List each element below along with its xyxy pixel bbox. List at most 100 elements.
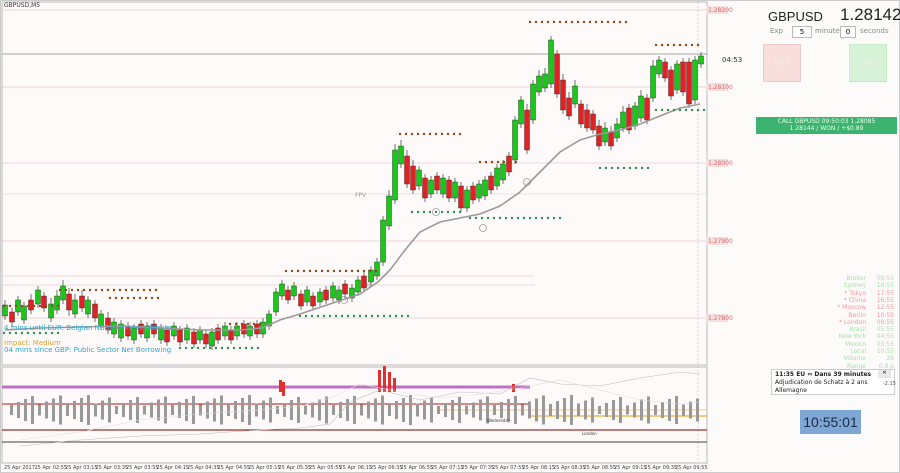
news-box: 11:35 EU ⇔ Dans 39 minutes Adjudication … (771, 369, 895, 395)
time-axis-label: 25 Apr 03:35 (96, 465, 129, 471)
candle-body (566, 97, 572, 117)
histogram-bar (395, 401, 398, 419)
histogram-bar (486, 396, 489, 424)
time-axis-label: 25 Apr 06:35 (370, 465, 403, 471)
candle-body (554, 53, 560, 95)
candle-body (105, 317, 111, 331)
expiry-label: Exp (770, 27, 784, 35)
histogram-bar (423, 400, 426, 420)
candle-body (361, 275, 367, 289)
support-dots (678, 108, 682, 112)
histogram-bar (73, 401, 76, 419)
support-dots (26, 331, 30, 335)
support-dots (468, 216, 472, 220)
candle-body (650, 65, 656, 99)
resistance-dots (76, 288, 80, 292)
resistance-dots (44, 304, 48, 308)
candle-body (131, 327, 137, 341)
resistance-dots (124, 288, 128, 292)
candle-body (118, 323, 124, 339)
candle-body (349, 287, 355, 299)
candle-body (692, 59, 698, 101)
price-tag: 1.28200 (708, 7, 733, 14)
support-dots (604, 166, 608, 170)
support-dots (8, 331, 12, 335)
candle-body (197, 329, 203, 341)
candle-body (458, 185, 464, 209)
candle-body (48, 303, 54, 319)
resistance-dots (120, 296, 124, 300)
call-button[interactable]: CALL (849, 44, 887, 82)
candle-body (530, 83, 536, 121)
indicator-line (19, 371, 701, 447)
resistance-dots (150, 296, 154, 300)
histogram-bar (17, 402, 20, 418)
session-name: Local (850, 348, 866, 355)
candle-body (279, 283, 285, 297)
candle-body (488, 175, 494, 191)
histogram-bar (234, 401, 237, 419)
candle-body (54, 295, 60, 311)
histogram-bar (437, 406, 440, 414)
histogram-bar (290, 400, 293, 420)
candle-body (184, 327, 190, 341)
candle-body (680, 61, 686, 93)
support-dots (458, 210, 462, 214)
session-time: 0.9 p (878, 362, 894, 370)
candle-body (247, 325, 253, 337)
histogram-bar (367, 401, 370, 419)
close-icon[interactable]: ✕ (878, 370, 891, 378)
resistance-dots (26, 304, 30, 308)
support-dots (364, 314, 368, 318)
support-dots (422, 210, 426, 214)
resistance-dots (534, 20, 538, 24)
resistance-dots (582, 20, 586, 24)
session-time: 09:55 (876, 275, 894, 282)
resistance-dots (362, 269, 366, 273)
histogram-bar (381, 395, 384, 425)
histogram-bar (612, 400, 615, 420)
resistance-dots (88, 288, 92, 292)
support-dots (400, 314, 404, 318)
resistance-dots (508, 160, 512, 164)
candle-body (171, 325, 177, 337)
candle-body (590, 113, 596, 131)
seconds-input[interactable]: 0 (840, 26, 856, 38)
histogram-bar (157, 399, 160, 421)
candle-body (60, 285, 66, 301)
candle-body (524, 109, 530, 151)
support-dots (244, 346, 248, 350)
candle-body (85, 299, 91, 315)
minutes-input[interactable]: 5 (792, 26, 812, 38)
support-dots (328, 314, 332, 318)
session-name: Sydney (843, 282, 866, 290)
resistance-dots (314, 269, 318, 273)
candle-body (234, 325, 240, 337)
time-axis-label: 25 Apr 05:55 (309, 465, 342, 471)
news-country-line: Allemagne (775, 387, 807, 394)
resistance-dots (154, 288, 158, 292)
candle-body (644, 97, 650, 121)
resistance-dots (56, 304, 60, 308)
candle-body (602, 127, 608, 143)
time-axis-label: 25 Apr 2017 (4, 465, 35, 471)
support-dots (672, 108, 676, 112)
histogram-bar (38, 404, 41, 416)
support-dots (598, 166, 602, 170)
histogram-bar (458, 397, 461, 423)
session-row: Sydney 18:55 (806, 282, 896, 289)
resistance-dots (130, 288, 134, 292)
session-name: Berlin (848, 311, 866, 319)
resistance-dots (8, 304, 12, 308)
histogram-bar (178, 402, 181, 418)
resistance-dots (284, 269, 288, 273)
resistance-dots (576, 20, 580, 24)
put-button[interactable]: PUT (763, 44, 801, 82)
resistance-dots (666, 43, 670, 47)
minutes-label: minutes (815, 27, 844, 35)
support-dots (628, 166, 632, 170)
support-dots (340, 314, 344, 318)
histogram-bar (199, 404, 202, 416)
support-dots (56, 331, 60, 335)
